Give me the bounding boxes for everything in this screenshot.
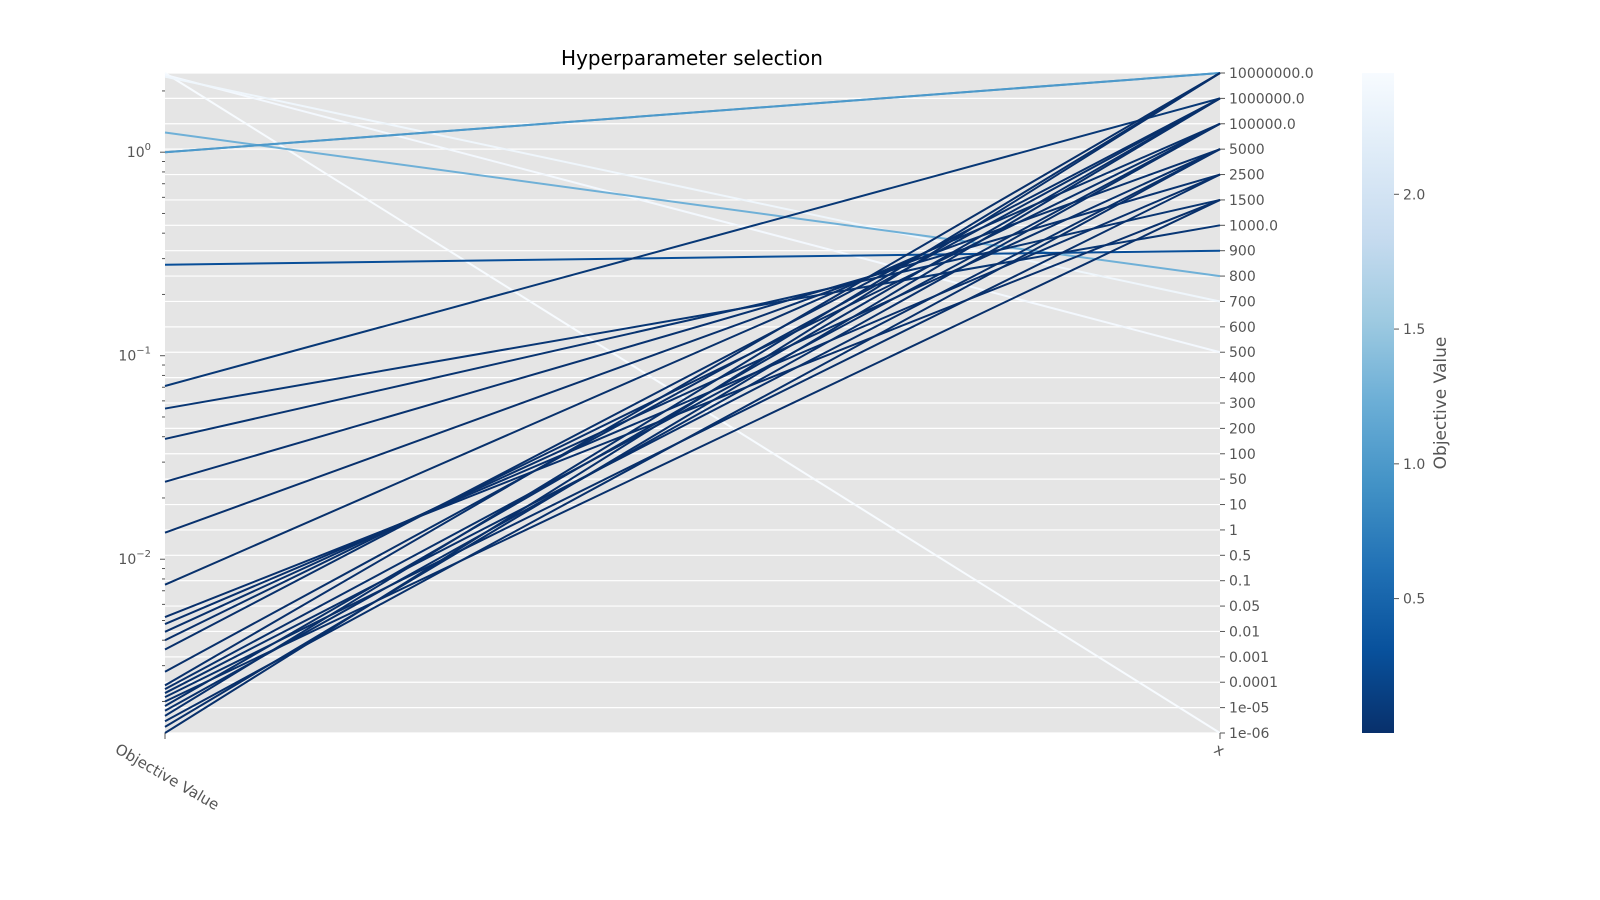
axis-tick-label: 10 <box>1229 498 1247 514</box>
axis-tick-label: 1e-06 <box>1229 726 1269 742</box>
axis-tick-label: 0.01 <box>1229 624 1260 640</box>
axis-tick-label: 500 <box>1229 345 1256 361</box>
axis-tick-label: 1000000.0 <box>1229 91 1305 107</box>
axis-tick-label: 900 <box>1229 244 1256 260</box>
series-line <box>164 198 1221 618</box>
axis-tick-label: 0.5 <box>1229 548 1251 564</box>
series-line <box>164 173 1221 483</box>
axis-tick-label: 0.001 <box>1229 650 1269 666</box>
series-line <box>164 72 1221 687</box>
axis-tick-label: 1e-05 <box>1229 701 1269 717</box>
series-line <box>164 122 1221 712</box>
series-line <box>164 97 1221 651</box>
series-line <box>164 72 1221 154</box>
axis-tick-label: 5000 <box>1229 142 1265 158</box>
axis-tick-label: 1 <box>1229 523 1238 539</box>
axis-tick-label: 300 <box>1229 396 1256 412</box>
colorbar-gradient <box>1362 73 1394 733</box>
axis-tick-label: 50 <box>1229 472 1247 488</box>
series-line <box>164 199 1221 703</box>
series-line <box>164 122 1221 642</box>
axis-tick-label: 0.1 <box>1229 574 1251 590</box>
x-axis: 1e-06 1e-05 0.0001 0.001 0.01 0.05 0.1 0.5 1 10 50… <box>1219 66 1314 742</box>
objective-value-axis: 100 10−1 10−2 <box>118 90 166 739</box>
colorbar-tick-label: 2.0 <box>1403 187 1425 203</box>
series-line <box>164 148 1221 694</box>
axis-tick-label: 800 <box>1229 269 1256 285</box>
series-line <box>164 249 1221 266</box>
axis-tick-label: 1500 <box>1229 193 1265 209</box>
series-line <box>164 148 1221 534</box>
series-line <box>164 72 1221 734</box>
colorbar: 0.5 1.0 1.5 2.0 Objective Value <box>1362 73 1451 733</box>
axis-tick-label: 700 <box>1229 294 1256 310</box>
series-line <box>164 148 1221 723</box>
chart-title: Hyperparameter selection <box>561 46 823 70</box>
axis-tick-label: 100 <box>127 142 151 161</box>
series-lines <box>164 72 1221 734</box>
objective-value-axis-label: Objective Value <box>112 740 222 814</box>
axis-tick-label: 0.0001 <box>1229 675 1278 691</box>
axis-tick-label: 0.05 <box>1229 599 1260 615</box>
series-line <box>164 72 1221 717</box>
grid-lines <box>165 72 1220 734</box>
x-axis-label: x <box>1211 740 1228 760</box>
series-line <box>164 173 1221 626</box>
series-line <box>164 73 1221 354</box>
series-line <box>164 75 1221 303</box>
axis-tick-label: 400 <box>1229 371 1256 387</box>
axis-tick-label: 10−2 <box>118 549 151 568</box>
series-line <box>164 148 1221 633</box>
axis-tick-label: 1000.0 <box>1229 218 1278 234</box>
series-line <box>164 122 1221 691</box>
series-line <box>164 97 1221 387</box>
axis-tick-label: 2500 <box>1229 168 1265 184</box>
series-line <box>164 97 1221 673</box>
colorbar-tick-label: 1.0 <box>1403 457 1425 473</box>
axis-tick-label: 10000000.0 <box>1229 66 1314 82</box>
colorbar-tick-label: 1.5 <box>1403 322 1425 338</box>
axis-tick-label: 200 <box>1229 421 1256 437</box>
colorbar-tick-label: 0.5 <box>1403 592 1425 608</box>
axis-tick-label: 10−1 <box>118 346 151 365</box>
axis-tick-label: 100000.0 <box>1229 117 1296 133</box>
axis-tick-label: 600 <box>1229 320 1256 336</box>
axis-tick-label: 100 <box>1229 447 1256 463</box>
colorbar-label: Objective Value <box>1431 337 1451 470</box>
series-line <box>164 224 1221 410</box>
